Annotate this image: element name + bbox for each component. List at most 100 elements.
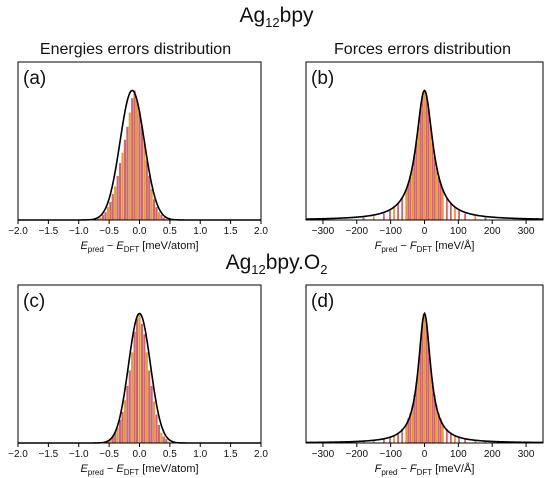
histogram-bar — [165, 439, 168, 443]
x-tick-label: −300 — [312, 449, 335, 460]
histogram-bar — [437, 177, 440, 220]
histogram-bar — [449, 432, 452, 443]
x-tick-label: 0 — [422, 226, 428, 237]
histogram-bar — [382, 439, 385, 443]
histogram-bar — [118, 419, 122, 443]
x-axis-label-part: [meV/atom] — [139, 463, 198, 475]
histogram-bar — [155, 207, 158, 220]
histogram-bar — [111, 194, 114, 220]
histogram-bar — [126, 385, 129, 443]
x-tick-label: 200 — [484, 226, 501, 237]
histogram-bar — [441, 190, 444, 220]
fit-curve — [305, 311, 544, 444]
histogram-bar — [407, 418, 410, 443]
histogram-bar — [133, 90, 136, 220]
histogram-bar — [135, 100, 139, 220]
histogram-bar — [474, 440, 477, 443]
x-axis-label-part: E — [80, 463, 88, 475]
x-tick-label: −2.0 — [8, 226, 28, 237]
x-tick-label: −300 — [312, 226, 335, 237]
x-axis-label: Epred − EDFT [meV/atom] — [80, 240, 198, 254]
histogram-bar — [111, 436, 114, 443]
x-axis-label-part: E — [116, 463, 124, 475]
histogram-bar — [458, 209, 460, 220]
histogram-bar — [409, 413, 412, 443]
histogram-bar — [128, 112, 131, 220]
histogram-bar — [419, 108, 422, 220]
histogram-bar — [148, 175, 151, 220]
x-axis-label-part: pred — [88, 468, 104, 477]
x-axis-label: Epred − EDFT [meV/atom] — [80, 463, 198, 477]
histogram-bar — [421, 95, 424, 220]
histogram-bar — [152, 401, 156, 443]
histogram-bar — [445, 197, 448, 220]
histogram-bar — [106, 207, 110, 220]
histogram-bar — [429, 365, 432, 443]
histogram-bar — [413, 156, 416, 220]
histogram-bar — [138, 111, 141, 220]
histogram-bar — [407, 183, 410, 220]
histogram-bar — [157, 424, 161, 443]
histogram-bar — [372, 440, 375, 443]
histogram-bar — [123, 400, 127, 443]
x-tick-label: −1.5 — [39, 449, 59, 460]
x-axis-label-part: F — [375, 463, 383, 475]
histogram-bar — [162, 217, 165, 220]
panel-b: −300 −200 −100 0 100 200 300(b)Fpred − FDFT [m… — [305, 61, 544, 254]
histogram-bar — [484, 441, 487, 443]
x-axis-label-part: DFT — [417, 468, 433, 477]
x-axis-label-part: DFT — [124, 245, 140, 254]
x-tick-label: 200 — [484, 449, 501, 460]
energy-column-heading: Energies errors distribution — [39, 41, 232, 58]
histogram-bar — [401, 428, 404, 443]
x-tick-label: −1.0 — [69, 449, 89, 460]
histogram-bar — [116, 175, 119, 220]
x-axis-label-part: DFT — [124, 468, 140, 477]
histogram-bar — [131, 98, 134, 220]
histogram-bar — [409, 177, 412, 220]
x-tick-label: 0.0 — [133, 226, 147, 237]
x-tick-label: −1.0 — [69, 226, 89, 237]
histogram-bar — [143, 142, 146, 220]
x-tick-label: 1.5 — [224, 226, 238, 237]
histogram-bar — [439, 183, 442, 220]
x-tick-label: −200 — [346, 449, 369, 460]
histogram-bar — [140, 323, 144, 443]
histogram-bar — [121, 152, 124, 220]
x-tick-label: −100 — [379, 449, 402, 460]
x-axis-label-part: − — [104, 240, 117, 252]
histogram-bar — [427, 343, 430, 443]
x-axis-label-part: DFT — [417, 245, 433, 254]
histogram-bar — [441, 423, 444, 443]
histogram-bar — [411, 405, 414, 443]
histogram-bar — [454, 435, 456, 443]
histogram-bar — [382, 213, 385, 220]
x-tick-label: 100 — [450, 226, 467, 237]
x-tick-label: 0 — [422, 449, 428, 460]
histogram-bar — [101, 214, 105, 220]
x-axis-label-part: E — [116, 240, 124, 252]
histogram-bar — [474, 216, 477, 220]
histogram-bar — [423, 90, 426, 220]
x-tick-label: −200 — [346, 226, 369, 237]
panel-label: (b) — [311, 68, 334, 89]
x-axis-label-part: pred — [88, 245, 104, 254]
x-axis-label-part: [meV/atom] — [139, 240, 198, 252]
title-bottom: Ag12bpy.O2 — [225, 251, 328, 278]
histogram-bar — [162, 436, 165, 443]
histogram-bar — [145, 352, 148, 443]
histogram-bar — [155, 414, 158, 443]
histogram-bar — [417, 126, 420, 220]
histogram-bar — [415, 142, 418, 220]
histogram-bar — [433, 156, 436, 220]
panel-a: −2.0 −1.5 −1.0 −0.5 0.0 0.5 1.0 1.5 2.0 (a) Epred … — [8, 61, 268, 254]
histogram-bar — [109, 201, 112, 220]
histogram-bar — [433, 395, 436, 443]
histogram-bar — [148, 370, 151, 443]
x-tick-label: 1.0 — [193, 449, 207, 460]
histogram-bar — [145, 160, 148, 220]
x-axis-label-part: E — [80, 240, 88, 252]
histogram-bar — [133, 331, 136, 443]
x-tick-label: 0.5 — [163, 226, 177, 237]
